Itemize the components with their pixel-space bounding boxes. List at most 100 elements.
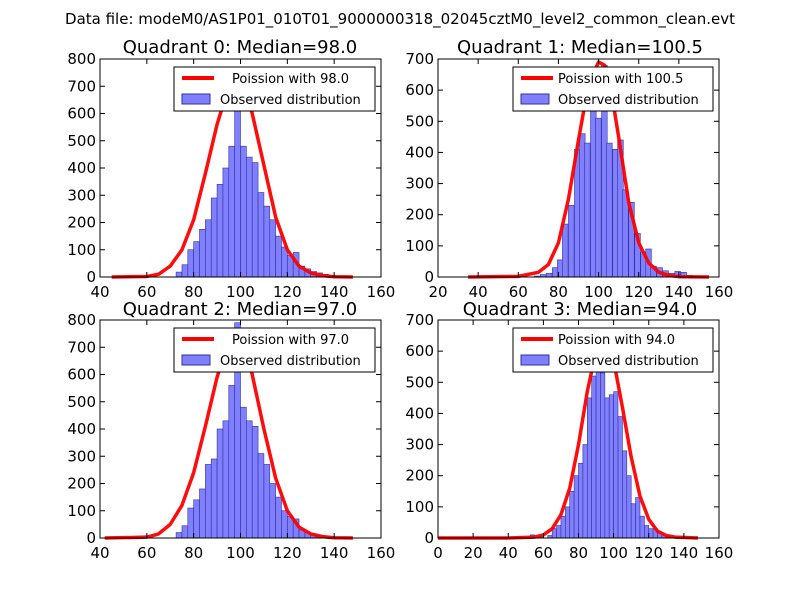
histogram-bar: [269, 219, 276, 278]
x-axis: 0 20 40 60 80 100 120 140 160: [433, 320, 733, 562]
panel-quadrant-0: Quadrant 0: Median=98.0 40 60 80 100 120 140 1…: [67, 37, 395, 301]
legend-curve-label: Poission with 97.0: [232, 333, 349, 348]
histogram-bar: [193, 499, 200, 539]
y-tick-label: 100: [67, 241, 96, 259]
histogram-bar: [600, 372, 606, 539]
y-axis: 0 100 200 300 400 500 600 700 800: [67, 311, 381, 547]
histogram-bar: [228, 385, 235, 539]
histogram-bar: [606, 142, 613, 278]
histogram-bar: [269, 483, 276, 539]
legend-bar-label: Observed distribution: [220, 354, 361, 369]
histogram-bar: [281, 510, 288, 539]
histogram-bar: [263, 205, 271, 278]
x-tick-label: 80: [184, 283, 203, 301]
y-tick-label: 0: [424, 529, 434, 547]
y-tick-label: 0: [86, 268, 96, 286]
x-tick-label: 140: [665, 283, 694, 301]
y-tick-label: 200: [405, 206, 434, 224]
x-tick-label: 20: [464, 544, 483, 562]
x-tick-label: 60: [509, 283, 528, 301]
x-tick-label: 100: [226, 283, 255, 301]
y-axis: 0 100 200 300 400 500 600 700: [405, 311, 719, 547]
histogram-bar: [644, 525, 650, 539]
histogram-bar: [591, 375, 597, 539]
x-axis: 40 60 80 100 120 140 160: [90, 59, 395, 301]
histogram-bar: [617, 416, 623, 539]
histogram-bar: [257, 453, 265, 539]
x-tick-label: 100: [584, 283, 613, 301]
histogram-bar: [635, 497, 641, 539]
histogram-bar: [582, 444, 588, 539]
histogram-bar: [251, 425, 259, 539]
x-tick-label: 40: [469, 283, 488, 301]
histogram-bar: [275, 235, 282, 278]
x-tick-label: 160: [705, 283, 734, 301]
y-tick-label: 100: [405, 498, 434, 516]
y-axis: 0 100 200 300 400 500 600 700: [405, 50, 719, 286]
x-axis: 20 40 60 80 100 120 140 160: [428, 59, 733, 301]
bar-series: [529, 335, 671, 539]
y-tick-label: 0: [86, 529, 96, 547]
histogram-bar: [240, 145, 247, 278]
y-tick-label: 800: [67, 311, 96, 329]
y-tick-label: 700: [67, 77, 96, 95]
legend-bar-label: Observed distribution: [558, 354, 699, 369]
panel-quadrant-2: Quadrant 2: Median=97.0 40 60 80 100 120 140 1…: [67, 299, 395, 562]
histogram-bar: [556, 525, 562, 539]
histogram-bar: [565, 506, 571, 539]
histogram-bar: [205, 219, 212, 278]
y-tick-label: 500: [67, 132, 96, 150]
histogram-bar: [251, 162, 259, 278]
x-tick-label: 100: [226, 544, 255, 562]
y-tick-label: 100: [67, 502, 96, 520]
x-tick-label: 140: [320, 283, 349, 301]
panel-title: Quadrant 0: Median=98.0: [123, 37, 358, 58]
x-tick-label: 100: [599, 544, 628, 562]
figure-suptitle: Data file: modeM0/AS1P01_010T01_90000003…: [65, 10, 735, 29]
histogram-bar: [222, 420, 230, 539]
x-tick-label: 120: [273, 283, 302, 301]
histogram-bar: [187, 507, 194, 539]
histogram-bar: [175, 271, 183, 278]
y-tick-label: 400: [67, 159, 96, 177]
histogram-bar: [181, 264, 189, 278]
histogram-bar: [193, 241, 200, 278]
panel-quadrant-1: Quadrant 1: Median=100.5 20 40 60 80 100 120 1…: [405, 37, 733, 301]
y-tick-label: 600: [67, 105, 96, 123]
poisson-curve: [468, 60, 709, 279]
legend-bar-label: Observed distribution: [558, 93, 699, 108]
panel-title: Quadrant 1: Median=100.5: [457, 37, 703, 58]
panel-title: Quadrant 3: Median=94.0: [463, 299, 698, 320]
histogram-bar: [584, 142, 591, 278]
y-tick-label: 700: [405, 50, 434, 68]
legend-bar-label: Observed distribution: [220, 93, 361, 108]
histogram-bar: [569, 490, 575, 539]
legend-curve-label: Poission with 100.5: [558, 72, 683, 87]
x-tick-label: 120: [273, 544, 302, 562]
y-tick-label: 400: [405, 143, 434, 161]
y-tick-label: 300: [67, 186, 96, 204]
panel-title: Quadrant 2: Median=97.0: [123, 299, 358, 320]
x-tick-label: 60: [137, 544, 156, 562]
x-tick-label: 140: [670, 544, 699, 562]
x-tick-label: 80: [184, 544, 203, 562]
legend: Poission with 97.0 Observed distribution: [173, 327, 376, 373]
y-tick-label: 300: [405, 436, 434, 454]
x-tick-label: 80: [569, 544, 588, 562]
legend: Poission with 100.5 Observed distributio…: [512, 66, 714, 112]
y-tick-label: 300: [67, 447, 96, 465]
x-tick-label: 160: [367, 544, 396, 562]
histogram-bar: [648, 528, 654, 539]
y-tick-label: 400: [67, 420, 96, 438]
x-tick-label: 40: [90, 283, 109, 301]
y-tick-label: 200: [405, 467, 434, 485]
y-tick-label: 100: [405, 237, 434, 255]
y-tick-label: 300: [405, 175, 434, 193]
legend-bar-swatch: [181, 93, 211, 105]
y-tick-label: 200: [67, 214, 96, 232]
legend-curve-label: Poission with 98.0: [232, 72, 349, 87]
histogram-bar: [240, 406, 247, 539]
x-tick-label: 120: [624, 283, 653, 301]
histogram-bar: [205, 464, 212, 539]
